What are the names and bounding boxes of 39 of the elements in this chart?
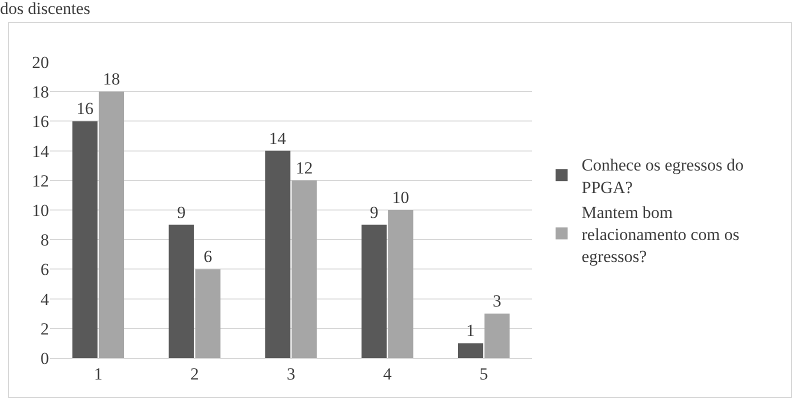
data-label: 9 (177, 202, 186, 222)
bar (292, 180, 317, 358)
bar (362, 224, 387, 358)
data-label: 10 (392, 188, 410, 207)
bar (458, 343, 484, 358)
data-label: 18 (102, 70, 120, 89)
bar (195, 269, 220, 358)
y-tick-label: 4 (40, 290, 50, 309)
x-tick-label: 5 (480, 364, 488, 384)
legend-label: Mantem bom relacionamento com os egressos? (582, 202, 740, 266)
y-tick-label: 6 (40, 260, 49, 280)
y-tick-label: 20 (32, 52, 49, 72)
data-label: 9 (370, 202, 378, 222)
x-tick-label: 1 (94, 364, 102, 384)
y-tick-label: 14 (32, 142, 50, 161)
data-label: 14 (268, 128, 286, 148)
bar (265, 150, 290, 358)
chart-title: dos discentes (0, 0, 90, 18)
data-label: 12 (296, 158, 313, 178)
bar (484, 314, 510, 358)
y-tick-label: 0 (40, 348, 49, 368)
bar (98, 92, 124, 358)
y-tick-label: 18 (32, 82, 49, 102)
y-tick-label: 12 (32, 171, 49, 190)
x-tick-label: 2 (190, 364, 199, 384)
y-tick-label: 8 (40, 230, 49, 250)
legend-label: Conhece os egressos do PPGA? (582, 156, 744, 197)
y-tick-label: 2 (40, 319, 49, 338)
y-tick-label: 10 (32, 200, 49, 220)
bar (168, 224, 194, 358)
bar (388, 210, 414, 358)
x-tick-label: 3 (286, 364, 296, 384)
data-label: 3 (492, 292, 502, 311)
data-label: 1 (466, 321, 475, 340)
data-label: 6 (204, 247, 212, 266)
data-label: 16 (76, 99, 94, 118)
y-tick-label: 16 (32, 112, 49, 132)
x-tick-label: 4 (383, 364, 392, 384)
bar (72, 121, 98, 358)
